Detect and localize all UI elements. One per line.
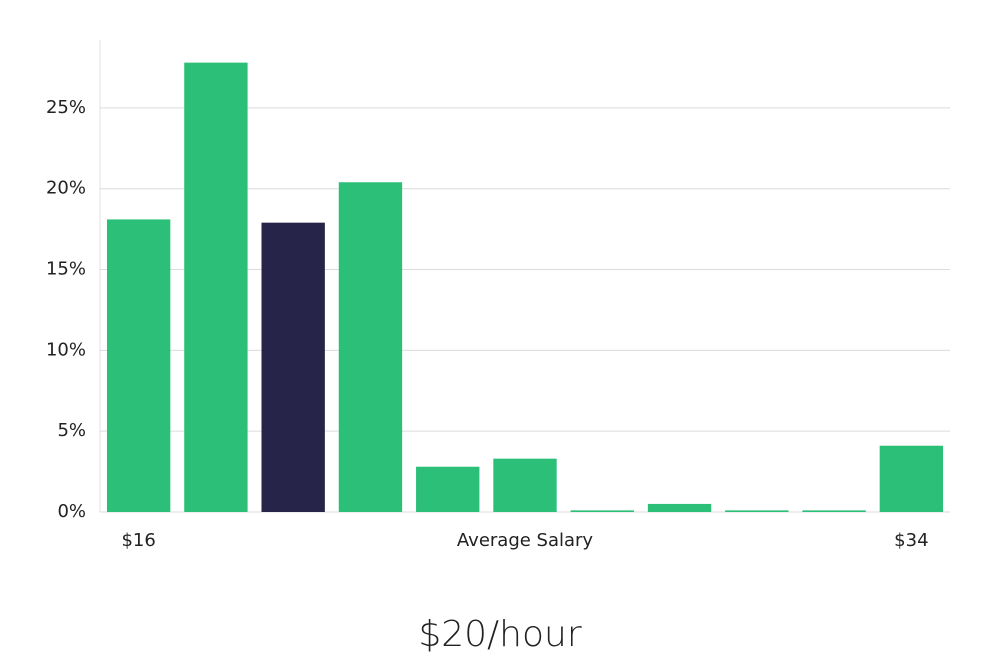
x-axis-label: Average Salary <box>457 530 594 551</box>
bar <box>184 62 248 513</box>
y-tick-label: 25% <box>46 97 86 118</box>
y-tick-label: 15% <box>46 259 86 280</box>
bar <box>879 445 944 512</box>
bar <box>338 182 403 512</box>
y-tick-label: 20% <box>46 178 86 199</box>
y-tick-label: 10% <box>46 339 86 360</box>
bar <box>725 510 789 512</box>
bar <box>106 219 171 512</box>
bar <box>570 510 634 512</box>
bar <box>416 466 480 512</box>
y-tick-label: 0% <box>57 501 86 522</box>
salary-annotation: $20/hour <box>418 614 582 655</box>
bar <box>493 458 557 512</box>
x-tick-label: $34 <box>894 530 928 551</box>
bar <box>802 510 866 512</box>
y-tick-label: 5% <box>57 420 86 441</box>
bar <box>647 503 712 512</box>
x-tick-label: $16 <box>121 530 155 551</box>
bar <box>261 222 325 512</box>
